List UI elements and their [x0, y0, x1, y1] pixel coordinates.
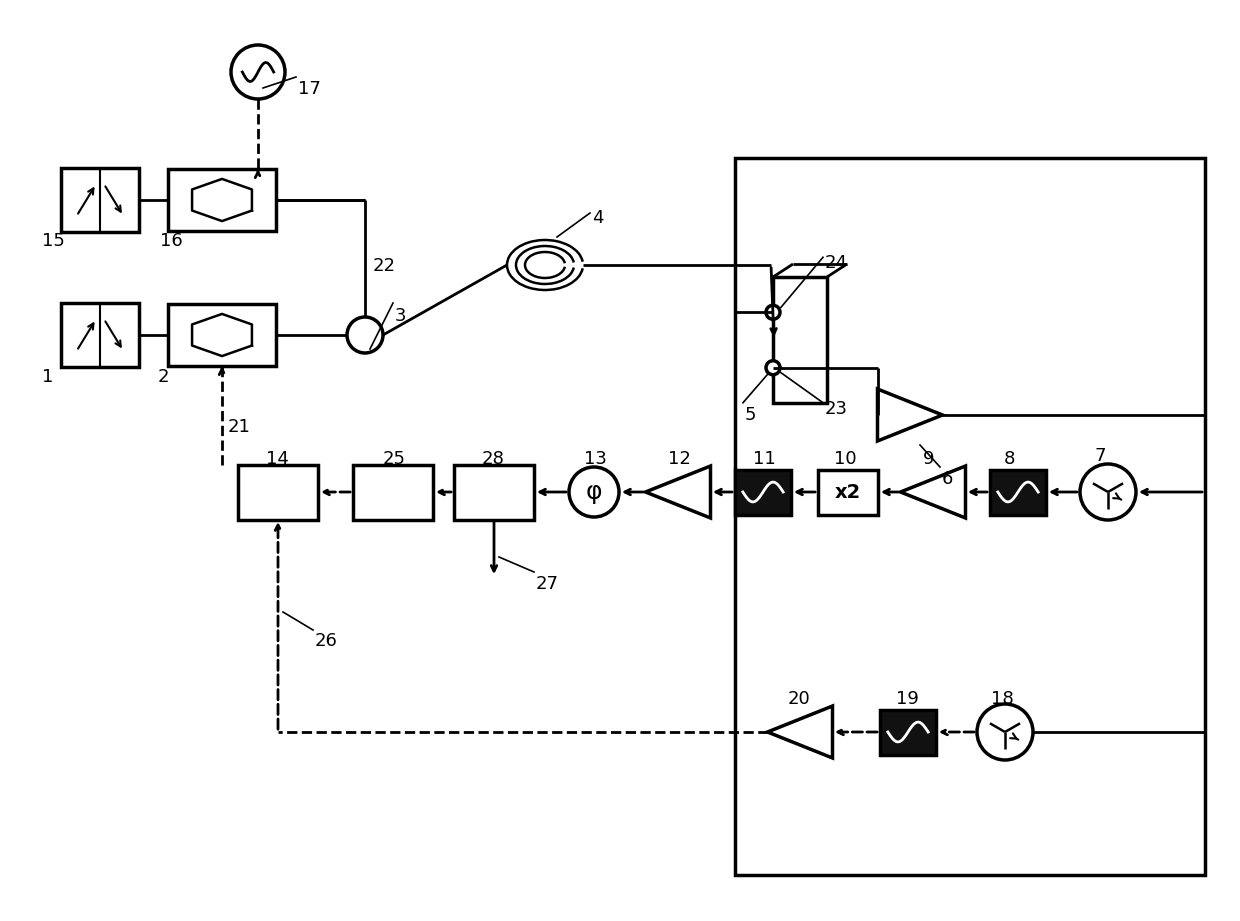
Text: 1: 1 — [42, 368, 53, 386]
Text: 4: 4 — [591, 209, 604, 227]
Circle shape — [1080, 464, 1136, 520]
Circle shape — [347, 317, 383, 353]
Text: 2: 2 — [157, 368, 170, 386]
Text: 7: 7 — [1094, 447, 1106, 465]
Bar — [990, 470, 1047, 515]
Bar — [454, 464, 534, 519]
Text: 18: 18 — [991, 690, 1014, 708]
Bar — [238, 464, 317, 519]
Text: 15: 15 — [42, 232, 64, 250]
Text: 5: 5 — [745, 406, 756, 424]
Bar — [735, 470, 791, 515]
Text: 21: 21 — [228, 418, 250, 436]
Text: φ: φ — [585, 480, 603, 504]
Text: 25: 25 — [383, 450, 405, 468]
Text: 23: 23 — [825, 400, 848, 418]
Text: 13: 13 — [584, 450, 606, 468]
Bar — [735, 158, 1205, 875]
Bar — [773, 277, 827, 403]
Text: 24: 24 — [825, 254, 848, 273]
Circle shape — [231, 45, 285, 99]
Bar — [61, 168, 139, 232]
Text: 9: 9 — [923, 450, 935, 468]
Text: 11: 11 — [753, 450, 776, 468]
Text: 6: 6 — [942, 470, 954, 488]
Text: 27: 27 — [536, 575, 559, 593]
Text: 14: 14 — [267, 450, 289, 468]
Circle shape — [766, 305, 780, 320]
Text: 12: 12 — [668, 450, 691, 468]
Circle shape — [569, 467, 619, 517]
Text: 22: 22 — [373, 257, 396, 275]
Text: x2: x2 — [835, 483, 861, 502]
Bar — [818, 470, 878, 515]
Text: 16: 16 — [160, 232, 182, 250]
Text: 26: 26 — [315, 632, 337, 650]
Bar — [167, 304, 277, 366]
Text: 20: 20 — [787, 690, 811, 708]
Text: 3: 3 — [396, 307, 407, 325]
Bar — [167, 169, 277, 231]
Text: 28: 28 — [482, 450, 505, 468]
Text: 10: 10 — [835, 450, 857, 468]
Bar — [61, 303, 139, 367]
Bar — [880, 709, 936, 754]
Text: 8: 8 — [1004, 450, 1016, 468]
Text: 19: 19 — [897, 690, 919, 708]
Circle shape — [766, 361, 780, 375]
Text: 17: 17 — [298, 80, 321, 98]
Bar — [353, 464, 433, 519]
Circle shape — [977, 704, 1033, 760]
